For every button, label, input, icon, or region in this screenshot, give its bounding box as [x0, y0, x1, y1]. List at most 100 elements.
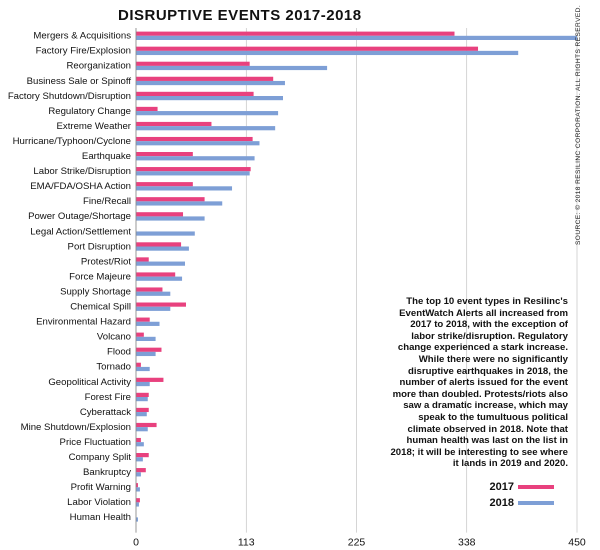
category-label: Business Sale or Spinoff — [27, 76, 132, 87]
bar-2018 — [136, 321, 160, 326]
bar-2017 — [136, 362, 141, 367]
x-tick-label: 338 — [458, 537, 476, 549]
bar-2018 — [136, 261, 185, 266]
bar-2017 — [136, 31, 455, 36]
bar-2018 — [136, 472, 141, 477]
category-label: Flood — [107, 347, 131, 358]
legend-label: 2017 — [490, 481, 514, 493]
bar-2018 — [136, 246, 189, 251]
category-label: Profit Warning — [71, 482, 131, 493]
category-label: Forest Fire — [85, 392, 131, 403]
bar-2017 — [136, 377, 164, 382]
bar-2018 — [136, 35, 577, 40]
bar-2018 — [136, 427, 148, 432]
category-label: Factory Fire/Explosion — [36, 46, 131, 57]
bar-2017 — [136, 468, 146, 473]
category-label: Environmental Hazard — [36, 317, 131, 328]
category-label: Chemical Spill — [70, 302, 131, 313]
x-tick-label: 225 — [348, 537, 366, 549]
bar-2017 — [136, 106, 158, 112]
category-label: Price Fluctuation — [60, 437, 131, 448]
category-label: Cyberattack — [80, 407, 131, 418]
bar-2017 — [136, 498, 140, 503]
category-label: Reorganization — [66, 61, 131, 72]
bar-2017 — [136, 437, 141, 443]
category-label: Protest/Riot — [81, 256, 131, 267]
category-label: Supply Shortage — [60, 286, 131, 297]
bar-2018 — [136, 80, 285, 86]
category-label: Hurricane/Typhoon/Cyclone — [13, 136, 131, 147]
category-label: Human Health — [70, 512, 131, 523]
category-label: Tornado — [96, 362, 131, 373]
bar-2018 — [136, 186, 233, 191]
bar-2017 — [136, 242, 182, 247]
category-label: Labor Strike/Disruption — [33, 166, 131, 177]
bar-2017 — [136, 182, 193, 187]
bar-2017 — [136, 152, 193, 157]
legend-swatch — [518, 501, 554, 505]
bar-2018 — [136, 216, 205, 221]
category-label: Volcano — [97, 332, 131, 343]
source-credit: SOURCE: © 2018 RESILINC CORPORATION. ALL… — [575, 4, 582, 245]
category-label: Regulatory Change — [48, 106, 131, 117]
bar-2017 — [136, 167, 251, 172]
bar-2018 — [136, 65, 328, 71]
bar-2018 — [136, 381, 150, 387]
bar-2018 — [136, 487, 140, 492]
bar-2017 — [136, 136, 253, 142]
bar-2017 — [136, 407, 149, 413]
bar-2018 — [136, 336, 156, 341]
bar-2017 — [136, 302, 186, 307]
bar-2018 — [136, 397, 148, 402]
bar-2018 — [136, 442, 144, 447]
bar-2017 — [136, 317, 150, 322]
category-label: Labor Violation — [67, 497, 131, 508]
bar-2017 — [136, 347, 162, 352]
bar-2018 — [136, 201, 223, 206]
category-label: Fine/Recall — [83, 196, 131, 207]
bar-2017 — [136, 76, 274, 81]
x-tick-label: 0 — [133, 537, 139, 549]
category-label: Earthquake — [82, 151, 131, 162]
category-label: Bankruptcy — [83, 467, 131, 478]
bar-2018 — [136, 412, 147, 417]
legend-swatch — [518, 485, 554, 489]
bar-2018 — [136, 111, 279, 116]
bar-2017 — [136, 483, 138, 488]
bar-2018 — [136, 351, 156, 357]
bar-2017 — [136, 257, 149, 262]
category-label: EMA/FDA/OSHA Action — [30, 181, 131, 192]
x-tick-label: 450 — [568, 537, 586, 549]
category-label: Mine Shutdown/Explosion — [21, 422, 131, 433]
bar-2018 — [136, 502, 139, 507]
bar-2018 — [136, 457, 143, 462]
bar-2018 — [136, 156, 255, 161]
bar-2017 — [136, 91, 254, 96]
category-label: Mergers & Acquisitions — [33, 31, 131, 42]
category-label: Company Split — [69, 452, 132, 463]
bar-2018 — [136, 141, 260, 146]
bar-2018 — [136, 291, 171, 296]
x-tick-label: 113 — [238, 537, 255, 549]
bar-2017 — [136, 46, 479, 51]
bar-2017 — [136, 332, 144, 337]
bar-2018 — [136, 171, 250, 176]
bar-2018 — [136, 306, 171, 311]
annotation-note: The top 10 event types in Resilinc's Eve… — [390, 296, 568, 470]
bar-2017 — [136, 61, 250, 66]
bar-2017 — [136, 392, 149, 397]
bar-2018 — [136, 231, 195, 236]
bar-2017 — [136, 197, 205, 202]
legend-label: 2018 — [490, 497, 514, 509]
category-label: Geopolitical Activity — [48, 377, 131, 388]
bar-2017 — [136, 121, 212, 127]
category-label: Legal Action/Settlement — [30, 226, 131, 237]
category-label: Force Majeure — [69, 271, 131, 282]
bar-2018 — [136, 276, 183, 281]
bar-2018 — [136, 517, 138, 522]
bar-2017 — [136, 422, 157, 428]
bar-2017 — [136, 212, 184, 217]
category-label: Factory Shutdown/Disruption — [8, 91, 131, 102]
category-label: Port Disruption — [68, 241, 131, 252]
